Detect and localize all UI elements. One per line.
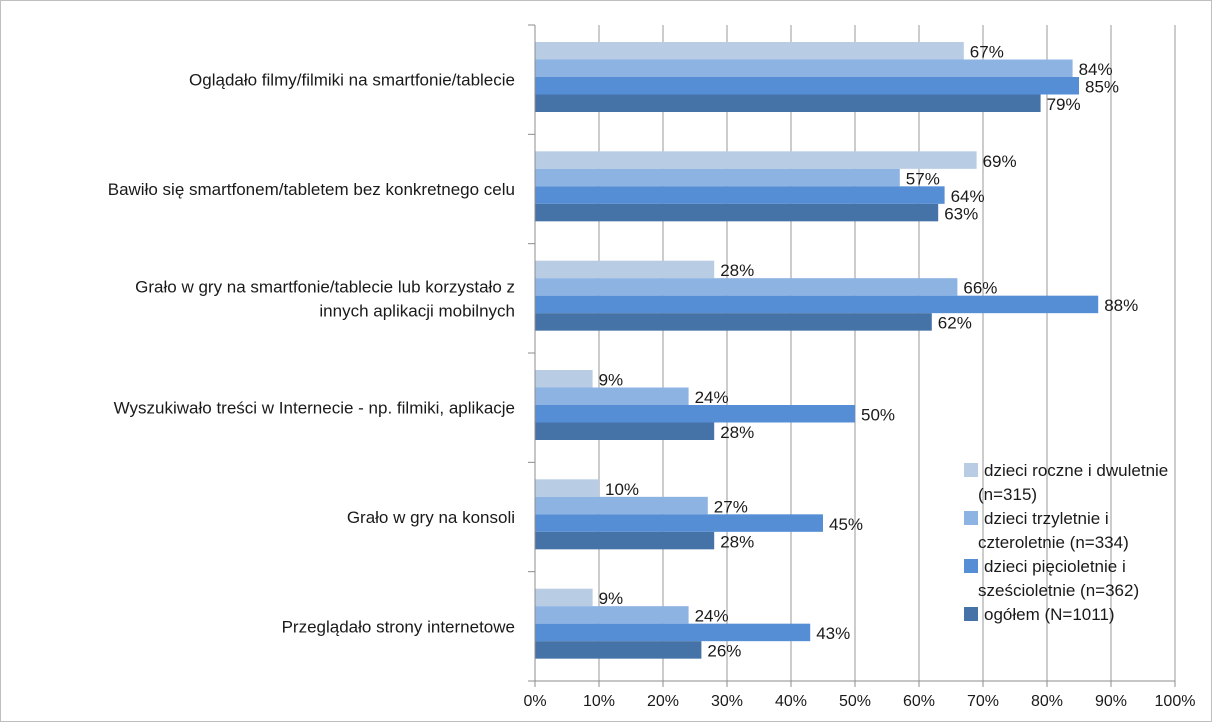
category-labels: Oglądało filmy/filmiki na smartfonie/tab…: [108, 71, 515, 637]
category-label: Bawiło się smartfonem/tabletem bez konkr…: [108, 180, 515, 199]
bar: [535, 422, 715, 440]
data-label: 84%: [1079, 60, 1113, 79]
data-label: 57%: [906, 169, 940, 188]
bar: [535, 588, 593, 607]
category-label: Wyszukiwało treści w Internecie - np. fi…: [114, 399, 515, 418]
legend-label: dzieci trzyletnie i czteroletnie (n=334): [978, 509, 1129, 552]
data-label: 50%: [861, 406, 895, 425]
bar: [535, 295, 1099, 314]
data-label: 79%: [1047, 95, 1081, 114]
legend-swatch: [964, 511, 978, 525]
bar: [535, 94, 1041, 112]
data-label: 66%: [963, 279, 997, 298]
bar: [535, 77, 1079, 95]
bar: [535, 151, 977, 169]
data-label: 62%: [938, 314, 972, 333]
bar: [535, 405, 855, 423]
x-tick-label: 30%: [711, 693, 743, 710]
data-label: 88%: [1104, 296, 1138, 315]
legend: dzieci roczne i dwuletnie (n=315) dzieci t…: [964, 461, 1168, 624]
data-label: 28%: [720, 532, 754, 551]
data-label: 9%: [599, 589, 624, 608]
data-label: 64%: [951, 187, 985, 206]
x-tick-label: 20%: [647, 693, 679, 710]
data-label: 24%: [695, 607, 729, 626]
category-label: Oglądało filmy/filmiki na smartfonie/tab…: [189, 71, 515, 90]
data-label: 9%: [599, 371, 624, 390]
data-label: 26%: [707, 642, 741, 661]
bar: [535, 514, 823, 532]
data-label: 45%: [829, 515, 863, 534]
bar: [535, 387, 689, 405]
x-tick-label: 70%: [967, 693, 999, 710]
x-tick-label: 40%: [775, 693, 807, 710]
bars: [535, 42, 1099, 659]
category-label: Grało w gry na smartfonie/tablecie lub k…: [135, 277, 515, 320]
legend-swatch: [964, 559, 978, 573]
bar: [535, 496, 708, 515]
data-label: 63%: [944, 204, 978, 223]
axis: 0% 10% 20% 30% 40% 50% 60% 70% 80% 90% 100%: [523, 24, 1196, 710]
data-label: 10%: [605, 480, 639, 499]
bar: [535, 59, 1073, 77]
bar: [535, 186, 945, 204]
data-label: 69%: [983, 152, 1017, 171]
data-label: 28%: [720, 423, 754, 442]
legend-label: ogółem (N=1011): [984, 605, 1115, 624]
bar: [535, 313, 932, 331]
category-label: Grało w gry na konsoli: [347, 508, 515, 527]
data-label: 27%: [714, 497, 748, 516]
bar: [535, 479, 599, 497]
x-tick-label: 60%: [903, 693, 935, 710]
bar: [535, 168, 900, 187]
legend-label: dzieci roczne i dwuletnie (n=315): [978, 461, 1168, 504]
bar: [535, 260, 715, 279]
x-tick-label: 0%: [523, 693, 546, 710]
bar: [535, 203, 939, 222]
bar: [535, 641, 702, 659]
legend-swatch: [964, 607, 978, 621]
x-tick-label: 100%: [1155, 693, 1196, 710]
bar: [535, 623, 811, 642]
x-tick-label: 10%: [583, 693, 615, 710]
x-tick-label: 80%: [1031, 693, 1063, 710]
bar: [535, 278, 958, 296]
bar: [535, 606, 689, 624]
data-label: 43%: [816, 624, 850, 643]
x-tick-label: 50%: [839, 693, 871, 710]
bar: [535, 42, 964, 60]
data-label: 85%: [1085, 78, 1119, 97]
bar: [535, 370, 593, 388]
data-labels: 67% 69% 28% 9% 10% 9% 84% 57% 66% 24% 27% 24% 85% 64%…: [599, 43, 1139, 661]
x-tick-label: 90%: [1095, 693, 1127, 710]
legend-swatch: [964, 463, 978, 477]
bar: [535, 531, 715, 550]
legend-label: dzieci pięcioletnie i sześcioletnie (n=36…: [978, 557, 1139, 600]
gridlines: [598, 25, 1176, 681]
data-label: 24%: [695, 388, 729, 407]
data-label: 67%: [970, 43, 1004, 62]
category-label: Przeglądało strony internetowe: [282, 617, 515, 636]
data-label: 28%: [720, 261, 754, 280]
